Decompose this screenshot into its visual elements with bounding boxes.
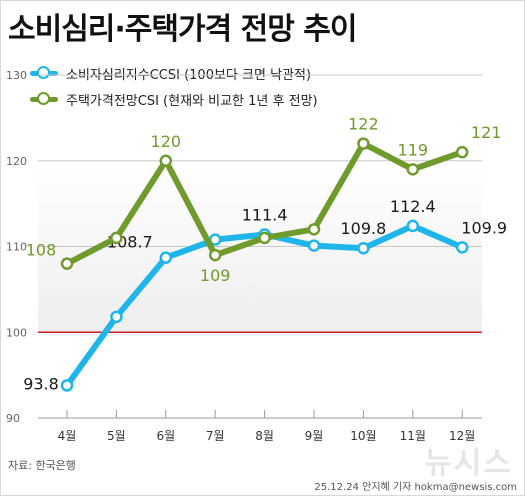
data-point <box>455 145 469 159</box>
x-tick-label: 10월 <box>350 429 376 443</box>
data-label: 93.8 <box>23 374 59 393</box>
data-label: 120 <box>151 132 182 151</box>
data-point <box>159 251 173 264</box>
data-point <box>307 239 321 252</box>
data-point <box>110 310 123 324</box>
data-label: 109.9 <box>461 218 507 237</box>
data-label: 122 <box>348 115 379 134</box>
y-tick-label: 90 <box>6 412 20 425</box>
data-point <box>455 241 469 254</box>
data-point <box>406 163 420 176</box>
y-tick-label: 110 <box>6 241 27 254</box>
data-point <box>110 231 123 245</box>
chart-title: 소비심리·주택가격 전망 추이 <box>8 12 357 47</box>
legend-item-housing: 주택가격전망CSI (현재와 비교한 1년 후 전망) <box>30 86 318 112</box>
x-tick-label: 11월 <box>400 429 426 443</box>
data-label: 119 <box>398 140 429 159</box>
x-tick-label: 6월 <box>156 429 175 443</box>
x-tick-label: 4월 <box>58 429 77 443</box>
y-tick-label: 130 <box>6 69 27 82</box>
data-point <box>208 248 222 262</box>
x-tick-label: 7월 <box>206 429 225 443</box>
x-tick-label: 8월 <box>255 429 274 443</box>
legend: 소비자심리지수CCSI (100보다 크면 낙관적) 주택가격전망CSI (현재… <box>30 60 318 112</box>
data-label: 108 <box>26 241 57 260</box>
data-point <box>406 219 420 233</box>
data-label: 121 <box>471 123 502 142</box>
data-label: 109.8 <box>340 219 386 238</box>
x-tick-label: 9월 <box>305 429 324 443</box>
x-tick-label: 5월 <box>107 429 126 443</box>
data-point <box>159 154 173 167</box>
data-point <box>357 241 370 255</box>
watermark: 뉴시스 <box>424 446 513 481</box>
y-tick-label: 120 <box>6 155 27 168</box>
legend-swatch-ccsi <box>30 66 58 79</box>
x-tick-label: 12월 <box>449 429 475 443</box>
data-point <box>60 257 74 270</box>
legend-swatch-housing <box>30 92 58 105</box>
y-tick-label: 100 <box>6 326 27 339</box>
data-point <box>307 223 321 236</box>
credit-line: 25.12.24 안지혜 기자 hokma@newsis.com <box>314 482 517 493</box>
legend-label-housing: 주택가격전망CSI (현재와 비교한 1년 후 전망) <box>66 93 318 109</box>
data-point <box>357 137 370 150</box>
data-point <box>258 231 271 245</box>
source-note: 자료: 한국은행 <box>8 459 76 472</box>
data-point <box>60 379 74 392</box>
data-label: 109 <box>200 266 231 285</box>
data-label: 112.4 <box>390 197 436 216</box>
data-label: 111.4 <box>242 205 288 224</box>
